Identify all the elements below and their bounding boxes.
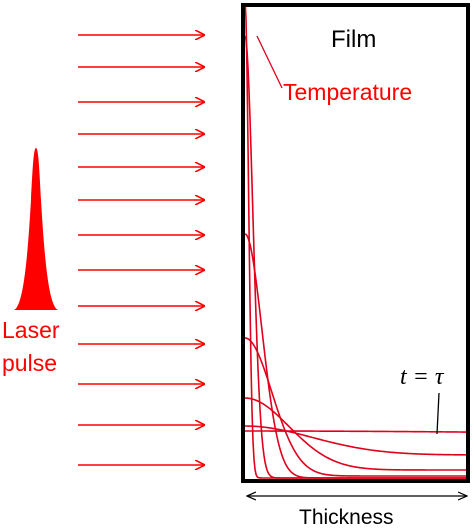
laser-label-line2: pulse (2, 350, 57, 376)
temperature-profile-curve (245, 430, 468, 433)
film-frame (241, 3, 470, 483)
laser-label-line1: Laser (2, 317, 60, 343)
temperature-profile-curve (244, 337, 467, 477)
t-equals-tau-label: t = τ (400, 364, 445, 390)
temperature-profile-curve (244, 233, 467, 479)
film-label: Film (331, 26, 376, 53)
temperature-profile-curve (245, 425, 468, 456)
laser-arrows (78, 35, 204, 465)
tau-leader-line (436, 392, 440, 435)
temperature-profile-curve (244, 6, 467, 479)
laser-pulse-shape (14, 148, 58, 310)
temperature-profile-curve (244, 397, 467, 471)
temperature-label: Temperature (283, 79, 412, 105)
temperature-leader-line (256, 35, 283, 89)
thickness-label: Thickness (299, 506, 394, 529)
temperature-profiles (244, 6, 468, 479)
